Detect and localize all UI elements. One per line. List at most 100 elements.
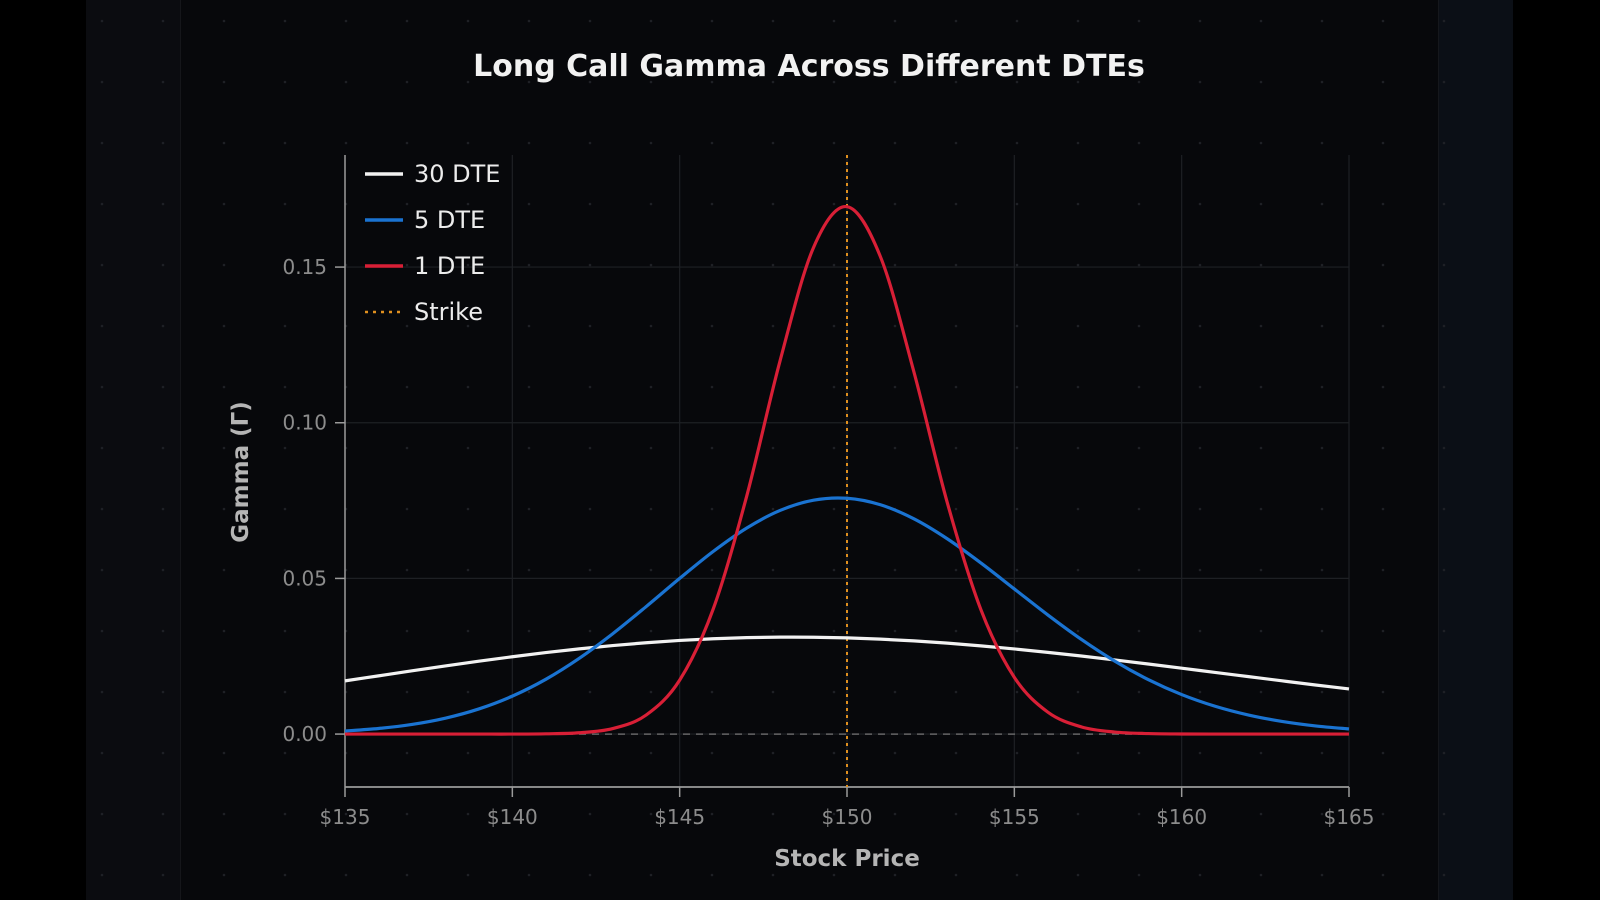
background-dot [1381, 324, 1385, 328]
background-dot [1015, 324, 1019, 328]
background-dot [1259, 690, 1263, 694]
background-dot [283, 141, 287, 145]
background-dot [527, 141, 531, 145]
background-dot [1137, 751, 1141, 755]
background-dot [771, 263, 775, 267]
background-dot [161, 80, 165, 84]
background-dot [1198, 751, 1202, 755]
background-dot [222, 568, 226, 572]
background-dot [1076, 141, 1080, 145]
background-dot [649, 873, 653, 877]
background-dot [1259, 19, 1263, 23]
background-dot [283, 263, 287, 267]
background-dot [161, 19, 165, 23]
background-dot [954, 629, 958, 633]
background-dot [588, 690, 592, 694]
background-dot [1381, 507, 1385, 511]
background-dot [527, 263, 531, 267]
background-dot [1381, 568, 1385, 572]
background-dot [527, 19, 531, 23]
background-dot [710, 263, 714, 267]
x-tick-label: $155 [989, 805, 1040, 829]
background-dot [1320, 263, 1324, 267]
background-dot [1381, 202, 1385, 206]
background-dot [1442, 19, 1446, 23]
background-dot [710, 812, 714, 816]
background-dot [832, 812, 836, 816]
background-dot [1442, 751, 1446, 755]
background-dot [649, 324, 653, 328]
background-dot [1076, 263, 1080, 267]
background-dot [405, 446, 409, 450]
background-dot [1381, 385, 1385, 389]
background-dot [466, 507, 470, 511]
background-dot [1259, 263, 1263, 267]
background-dot [649, 751, 653, 755]
background-dot [1137, 507, 1141, 511]
background-dot [771, 812, 775, 816]
background-dot [1076, 751, 1080, 755]
background-dot [100, 446, 104, 450]
background-dot [1259, 385, 1263, 389]
background-dot [161, 263, 165, 267]
background-dot [1076, 19, 1080, 23]
background-dot [1198, 263, 1202, 267]
background-dot [344, 19, 348, 23]
background-dot [1137, 263, 1141, 267]
background-dot [1320, 324, 1324, 328]
background-dot [1320, 873, 1324, 877]
background-dot [954, 385, 958, 389]
background-dot [1198, 19, 1202, 23]
background-dot [649, 385, 653, 389]
background-dot [1076, 873, 1080, 877]
background-dot [527, 80, 531, 84]
background-dot [954, 80, 958, 84]
background-dot [161, 873, 165, 877]
background-dot [1381, 690, 1385, 694]
background-dot [832, 629, 836, 633]
background-dot [954, 141, 958, 145]
background-dot [954, 568, 958, 572]
background-dot [527, 873, 531, 877]
background-dot [1259, 446, 1263, 450]
background-dot [832, 202, 836, 206]
background-dot [588, 19, 592, 23]
background-dot [344, 873, 348, 877]
background-dot [954, 812, 958, 816]
background-dot [832, 873, 836, 877]
background-dot [1442, 629, 1446, 633]
background-dot [1137, 812, 1141, 816]
y-axis-label: Gamma (Γ) [228, 401, 254, 543]
background-dot [1320, 751, 1324, 755]
background-dot [1015, 812, 1019, 816]
background-dot [1442, 141, 1446, 145]
background-dot [222, 751, 226, 755]
background-dot [771, 690, 775, 694]
background-dot [710, 629, 714, 633]
background-dot [1381, 263, 1385, 267]
background-dot [222, 507, 226, 511]
background-dot [1442, 690, 1446, 694]
background-dot [527, 629, 531, 633]
background-dot [527, 812, 531, 816]
series-line-5-dte [344, 496, 1350, 733]
background-dot [222, 19, 226, 23]
background-dot [710, 19, 714, 23]
background-dot [771, 507, 775, 511]
x-axis-label: Stock Price [774, 846, 920, 872]
background-dot [771, 446, 775, 450]
background-dot [832, 263, 836, 267]
background-dot [100, 202, 104, 206]
background-dot [1198, 568, 1202, 572]
background-dot [100, 263, 104, 267]
background-dot [649, 507, 653, 511]
background-dot [100, 873, 104, 877]
background-dot [1259, 751, 1263, 755]
x-tick-label: $150 [822, 805, 873, 829]
legend-label: 5 DTE [414, 206, 485, 234]
background-dot [1381, 873, 1385, 877]
background-dot [161, 751, 165, 755]
background-dot [1198, 507, 1202, 511]
series-lines [344, 205, 1350, 736]
background-dot [405, 141, 409, 145]
